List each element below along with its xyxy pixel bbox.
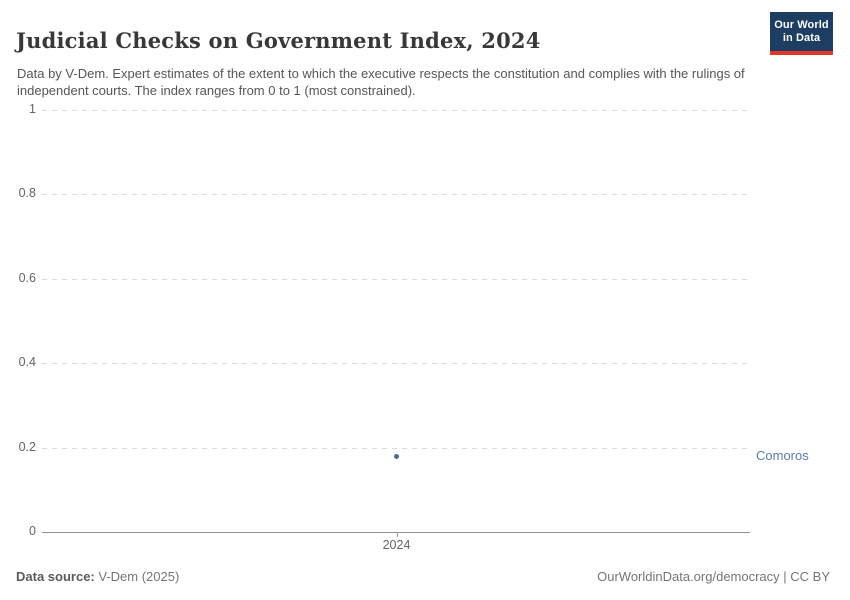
y-axis-tick-label: 0.8 [18,186,36,201]
data-point-comoros[interactable] [394,453,399,459]
data-source-label: Data source: [16,569,95,584]
y-axis-tick-label: 0.4 [18,355,36,370]
chart-subtitle: Data by V-Dem. Expert estimates of the e… [17,66,745,98]
page-title: Judicial Checks on Government Index, 202… [16,28,541,54]
data-source-note: Data source: V-Dem (2025) [16,569,179,584]
x-axis-line [42,532,750,533]
y-gridline [42,110,750,111]
y-axis-tick-label: 0.6 [18,270,36,285]
owid-logo-line1: Our World [774,19,829,31]
license-link[interactable]: OurWorldinData.org/democracy | CC BY [597,569,830,584]
owid-logo-line2: in Data [782,31,821,44]
y-axis-tick-label: 0 [29,524,36,538]
owid-logo[interactable]: Our World in Data [770,12,833,55]
y-gridline [42,363,750,365]
chart-footer: Data source: V-Dem (2025) OurWorldinData… [16,569,830,584]
y-gridline [42,447,750,449]
y-gridline [42,278,750,280]
x-axis-tick-label: 2024 [382,538,411,552]
y-gridline [42,194,750,196]
y-axis-tick-label: 0.2 [18,439,36,454]
y-axis-tick-label: 1 [29,102,36,116]
x-axis-tick [396,532,398,537]
data-source-value: V-Dem (2025) [98,569,180,584]
entity-label-comoros[interactable]: Comoros [756,448,809,464]
